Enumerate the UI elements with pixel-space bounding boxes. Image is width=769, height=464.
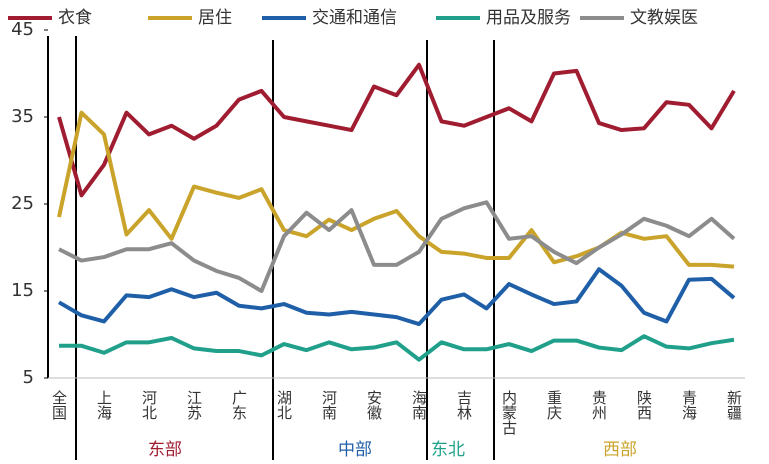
legend-label: 用品及服务 <box>486 8 571 28</box>
x-tick-label: 湖北 <box>275 390 293 420</box>
region-label: 中部 <box>338 440 372 460</box>
x-tick-label: 河南 <box>320 390 338 420</box>
x-tick-label: 陕西 <box>635 390 653 420</box>
region-label: 西部 <box>603 440 637 460</box>
series-line <box>57 110 735 269</box>
legend-label: 居住 <box>198 8 232 28</box>
x-tick-label: 全国 <box>50 389 68 420</box>
x-tick-label: 吉林 <box>455 390 473 420</box>
y-tick-label: 5 <box>23 367 34 388</box>
x-tick-label: 青海 <box>680 390 698 420</box>
region-label: 东北 <box>431 440 465 460</box>
y-tick-label: 35 <box>11 106 34 127</box>
series-line <box>57 62 736 198</box>
legend-label: 衣食 <box>58 8 92 28</box>
region-label: 东部 <box>148 440 182 460</box>
legend-label: 交通和通信 <box>312 8 397 28</box>
x-tick-label: 贵州 <box>590 390 608 420</box>
y-tick-label: 25 <box>11 193 34 214</box>
series-line <box>59 334 735 362</box>
y-tick-label: 15 <box>11 280 34 301</box>
x-tick-label: 广东 <box>230 390 248 420</box>
series-line <box>57 267 736 327</box>
series-line <box>58 200 736 293</box>
x-tick-label: 内蒙古 <box>500 390 518 435</box>
x-tick-label: 海南 <box>410 390 428 420</box>
x-tick-label: 上海 <box>95 390 113 420</box>
x-tick-label: 安徽 <box>365 390 383 420</box>
legend-label: 文教娱医 <box>630 8 698 28</box>
x-tick-label: 重庆 <box>545 390 563 420</box>
x-tick-label: 新疆 <box>725 390 743 420</box>
y-tick-label: 45 <box>11 19 34 40</box>
x-tick-label: 河北 <box>140 390 158 420</box>
x-tick-label: 江苏 <box>185 390 203 421</box>
